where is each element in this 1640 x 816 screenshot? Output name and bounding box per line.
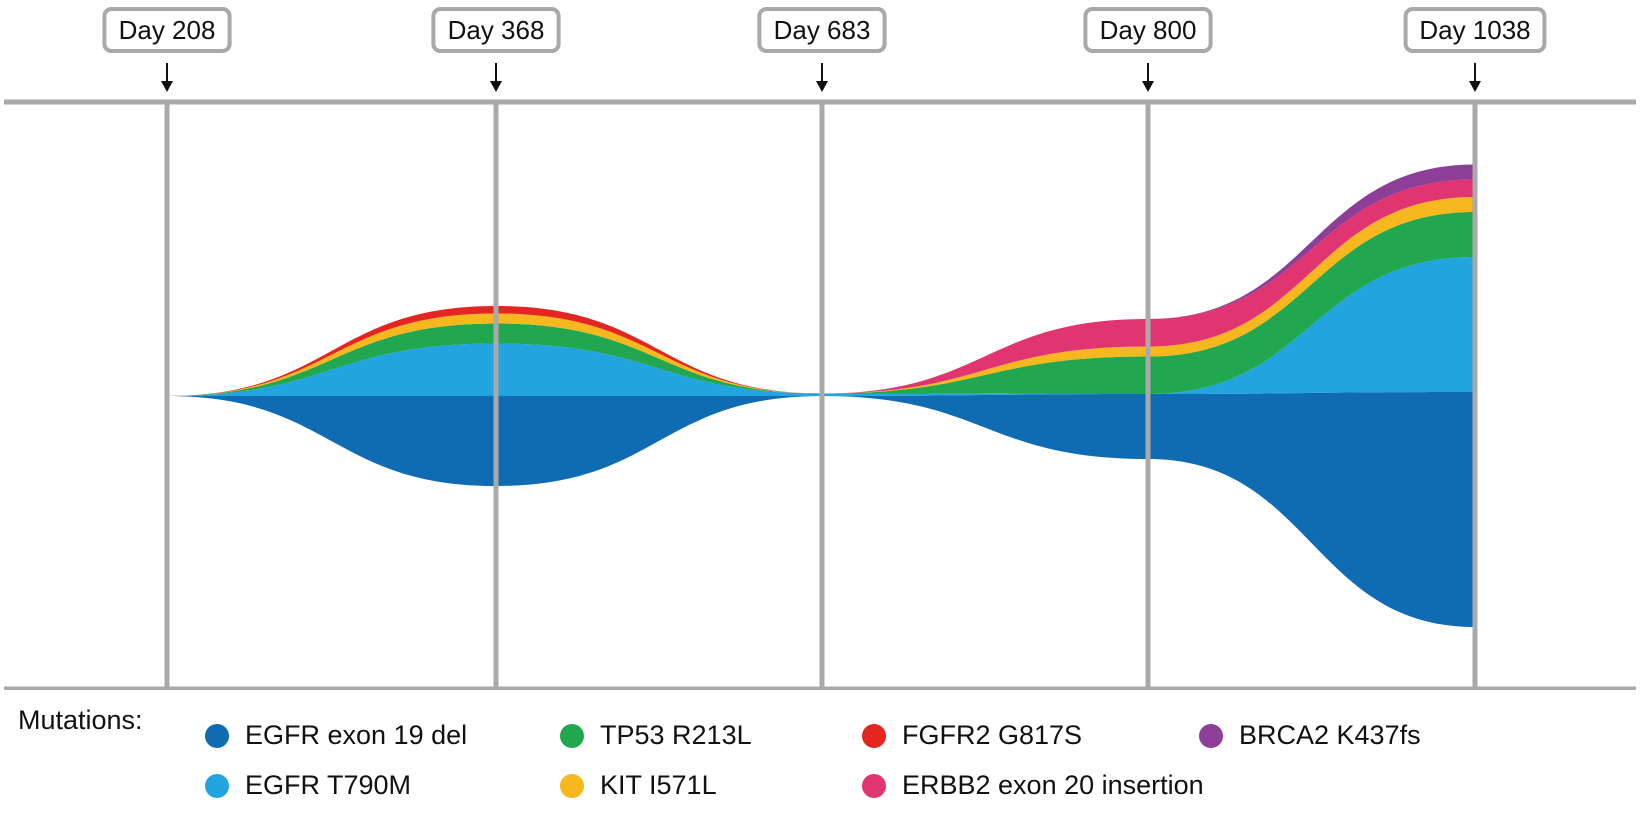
legend-item-egfr-t790m: EGFR T790M	[205, 770, 411, 801]
clonal-evolution-chart: Day 208 Day 368 Day 683 Day 800 Day 1038	[4, 7, 1636, 690]
legend: Mutations: EGFR exon 19 del TP53 R213L FGF…	[0, 695, 1640, 816]
legend-dot-icon	[205, 723, 229, 748]
legend-dot-icon	[560, 773, 584, 798]
legend-label: FGFR2 G817S	[902, 720, 1083, 750]
legend-item-erbb2-exon-20-insertion: ERBB2 exon 20 insertion	[862, 770, 1204, 801]
legend-title: Mutations:	[18, 705, 143, 735]
timepoint-label: Day 683	[774, 15, 871, 45]
legend-label: BRCA2 K437fs	[1239, 720, 1421, 750]
arrow-down-icon	[161, 81, 173, 92]
arrow-down-icon	[490, 81, 502, 92]
timepoint-markers: Day 208 Day 368 Day 683 Day 800 Day 1038	[102, 7, 1547, 689]
timepoint-label: Day 368	[448, 15, 545, 45]
arrow-down-icon	[1469, 81, 1481, 92]
legend-item-fgfr2-g817s: FGFR2 G817S	[862, 720, 1082, 751]
legend-item-kit-i571l: KIT I571L	[560, 770, 717, 801]
legend-dot-icon	[205, 773, 229, 798]
stream-tp53-r213l	[167, 212, 1475, 396]
legend-item-brca2-k437fs: BRCA2 K437fs	[1199, 720, 1421, 751]
timepoint-label-box	[431, 7, 561, 53]
arrow-down-icon	[816, 81, 828, 92]
legend-dot-icon	[1199, 723, 1223, 748]
legend-item-tp53-r213l: TP53 R213L	[560, 720, 752, 751]
legend-label: TP53 R213L	[600, 720, 752, 750]
legend-dot-icon	[560, 723, 584, 748]
timepoint-label: Day 800	[1100, 15, 1197, 45]
timepoint-label: Day 208	[119, 15, 216, 45]
timepoint-label-box	[1403, 7, 1547, 53]
timepoint-label-box	[757, 7, 887, 53]
legend-dot-icon	[862, 773, 886, 798]
legend-label: EGFR T790M	[245, 770, 412, 800]
legend-dot-icon	[862, 723, 886, 748]
legend-label: ERBB2 exon 20 insertion	[902, 770, 1204, 800]
timepoint-label: Day 1038	[1419, 15, 1530, 45]
arrow-down-icon	[1142, 81, 1154, 92]
legend-item-egfr-exon-19-del: EGFR exon 19 del	[205, 720, 467, 751]
legend-label: EGFR exon 19 del	[245, 720, 468, 750]
timepoint-label-box	[1083, 7, 1213, 53]
legend-label: KIT I571L	[600, 770, 717, 800]
timepoint-label-box	[102, 7, 232, 53]
